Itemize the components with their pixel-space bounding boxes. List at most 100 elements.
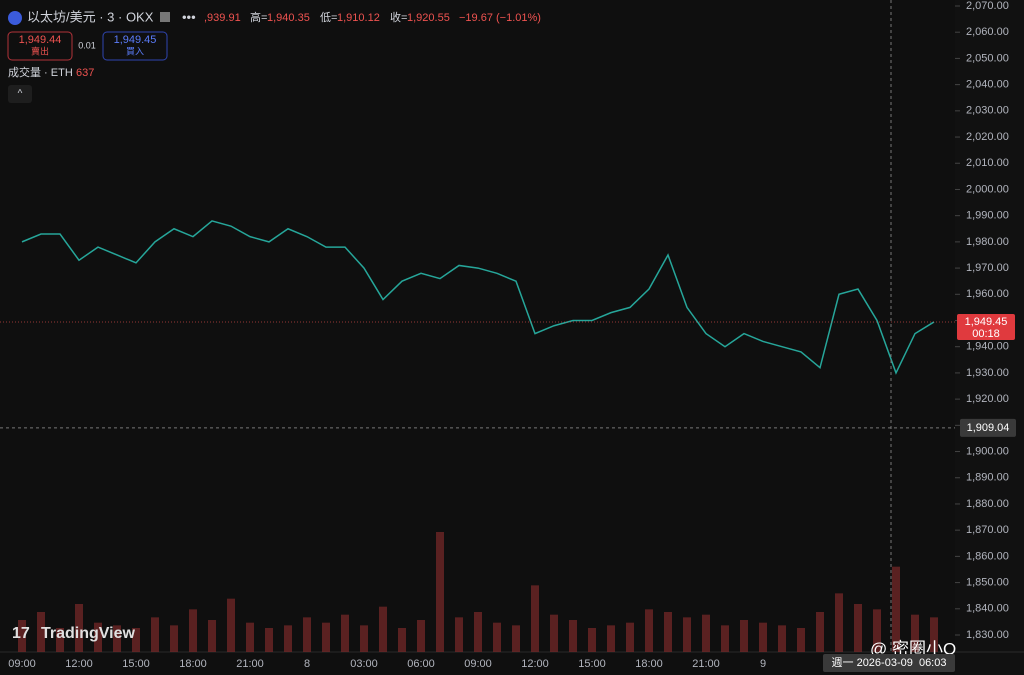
volume-bar <box>56 628 64 652</box>
x-tick-label: 09:00 <box>8 658 36 670</box>
volume-bar <box>721 625 729 652</box>
volume-bar <box>132 628 140 652</box>
volume-label: 成交量 · ETH <box>8 65 73 79</box>
x-tick-label: 06:00 <box>407 658 435 670</box>
volume-bar <box>873 609 881 652</box>
ohlc-high: 1,940.35 <box>267 12 310 24</box>
volume-bar <box>455 617 463 652</box>
volume-bar <box>550 614 558 652</box>
volume-bar <box>37 612 45 652</box>
y-tick-label: 1,900.00 <box>966 445 1009 457</box>
more-icon[interactable]: ••• <box>182 9 196 24</box>
x-tick-label: 03:00 <box>350 658 378 670</box>
volume-bar <box>227 598 235 652</box>
watermark: @ 密圈小Q <box>870 639 956 658</box>
buy-price[interactable]: 1,949.45 <box>114 34 157 46</box>
price-line <box>21 220 935 375</box>
volume-bar <box>892 566 900 652</box>
y-tick-label: 2,010.00 <box>966 157 1009 169</box>
volume-bar <box>208 620 216 652</box>
logo-mark: 17 <box>12 625 30 642</box>
volume-bar <box>493 622 501 652</box>
volume-bar <box>322 622 330 652</box>
volume-bar <box>512 625 520 652</box>
volume-bar <box>816 612 824 652</box>
volume-bar <box>778 625 786 652</box>
volume-bar <box>246 622 254 652</box>
y-tick-label: 1,840.00 <box>966 603 1009 615</box>
volume-bar <box>911 614 919 652</box>
volume-bar <box>702 614 710 652</box>
volume-bar <box>683 617 691 652</box>
volume-bar <box>75 604 83 652</box>
volume-bar <box>759 622 767 652</box>
collapse-button[interactable] <box>8 85 32 103</box>
y-tick-label: 2,050.00 <box>966 52 1009 64</box>
price-tag <box>957 313 1015 340</box>
crosshair-price: 1,909.04 <box>967 422 1010 434</box>
volume-bar <box>94 622 102 652</box>
y-tick-label: 2,060.00 <box>966 26 1009 38</box>
ohlc-key: 低= <box>320 11 337 24</box>
collapse-icon[interactable]: ^ <box>18 89 23 100</box>
x-tick-label: 15:00 <box>578 658 606 670</box>
y-tick-label: 1,860.00 <box>966 550 1009 562</box>
y-tick-label: 1,880.00 <box>966 498 1009 510</box>
x-tick-label: 18:00 <box>179 658 207 670</box>
x-tick-label: 12:00 <box>521 658 549 670</box>
ohlc-key: 高= <box>250 10 267 24</box>
y-tick-label: 1,830.00 <box>966 629 1009 641</box>
volume-bar <box>436 532 444 652</box>
volume-bar <box>341 614 349 652</box>
sell-label[interactable]: 賣出 <box>31 45 49 56</box>
y-tick-label: 2,020.00 <box>966 131 1009 143</box>
x-tick-label: 09:00 <box>464 658 492 670</box>
volume-bar <box>265 628 273 652</box>
volume-bar <box>474 612 482 652</box>
y-tick-label: 1,970.00 <box>966 262 1009 274</box>
volume-bar <box>189 609 197 652</box>
volume-bar <box>645 609 653 652</box>
volume-bar <box>113 625 121 652</box>
volume-bar <box>398 628 406 652</box>
y-tick-label: 1,930.00 <box>966 367 1009 379</box>
x-tick-label: 12:00 <box>65 658 93 670</box>
x-tick-label: 21:00 <box>236 658 264 670</box>
y-tick-label: 1,850.00 <box>966 576 1009 588</box>
symbol[interactable]: 以太坊/美元 · 3 · OKX <box>27 9 154 24</box>
volume-bar <box>797 628 805 652</box>
y-tick-label: 1,990.00 <box>966 210 1009 222</box>
volume-bar <box>626 622 634 652</box>
sell-button[interactable] <box>7 31 73 61</box>
sell-price[interactable]: 1,949.44 <box>19 34 62 46</box>
flag-icon[interactable] <box>160 12 170 22</box>
buy-button[interactable] <box>102 31 168 61</box>
volume-bar <box>588 628 596 652</box>
price-tag-value: 1,949.45 <box>965 316 1008 328</box>
volume-bar <box>930 617 938 652</box>
ohlc-low: 1,910.12 <box>337 12 380 24</box>
price-tag-timer: 00:18 <box>972 328 1000 340</box>
volume-bar <box>417 620 425 652</box>
plot <box>0 0 960 652</box>
volume-bar <box>303 617 311 652</box>
brand: TradingView <box>41 625 136 642</box>
volume-bar <box>664 612 672 652</box>
y-tick-label: 2,030.00 <box>966 105 1009 117</box>
buy-label[interactable]: 買入 <box>126 46 144 56</box>
y-tick-label: 1,980.00 <box>966 236 1009 248</box>
y-tick-label: 1,940.00 <box>966 341 1009 353</box>
y-tick-label: 1,960.00 <box>966 288 1009 300</box>
ohlc-change: −19.67 (−1.01%) <box>459 12 541 24</box>
volume-bar <box>854 604 862 652</box>
y-tick-label: 2,000.00 <box>966 183 1009 195</box>
y-tick-label: 1,920.00 <box>966 393 1009 405</box>
x-tick-label: 15:00 <box>122 658 150 670</box>
spread: 0.01 <box>78 40 96 50</box>
x-tick-label: 9 <box>760 658 766 670</box>
crosshair-time: 週一 2026-03-09 06:03 <box>832 656 947 669</box>
ohlc-key: 收= <box>390 10 407 24</box>
